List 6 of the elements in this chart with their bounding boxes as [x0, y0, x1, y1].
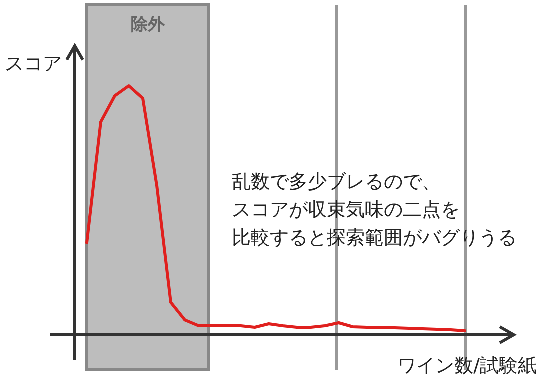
x-axis-title: ワイン数/試験紙 — [398, 355, 537, 377]
annotation: 乱数で多少ブレるので、 — [232, 171, 441, 193]
text: 除外 — [131, 15, 166, 35]
y-axis-title: スコア — [5, 53, 62, 75]
annotation: スコアが収束気味の二点を — [232, 199, 460, 221]
annotation: 比較すると探索範囲がバグりうる — [232, 227, 517, 249]
